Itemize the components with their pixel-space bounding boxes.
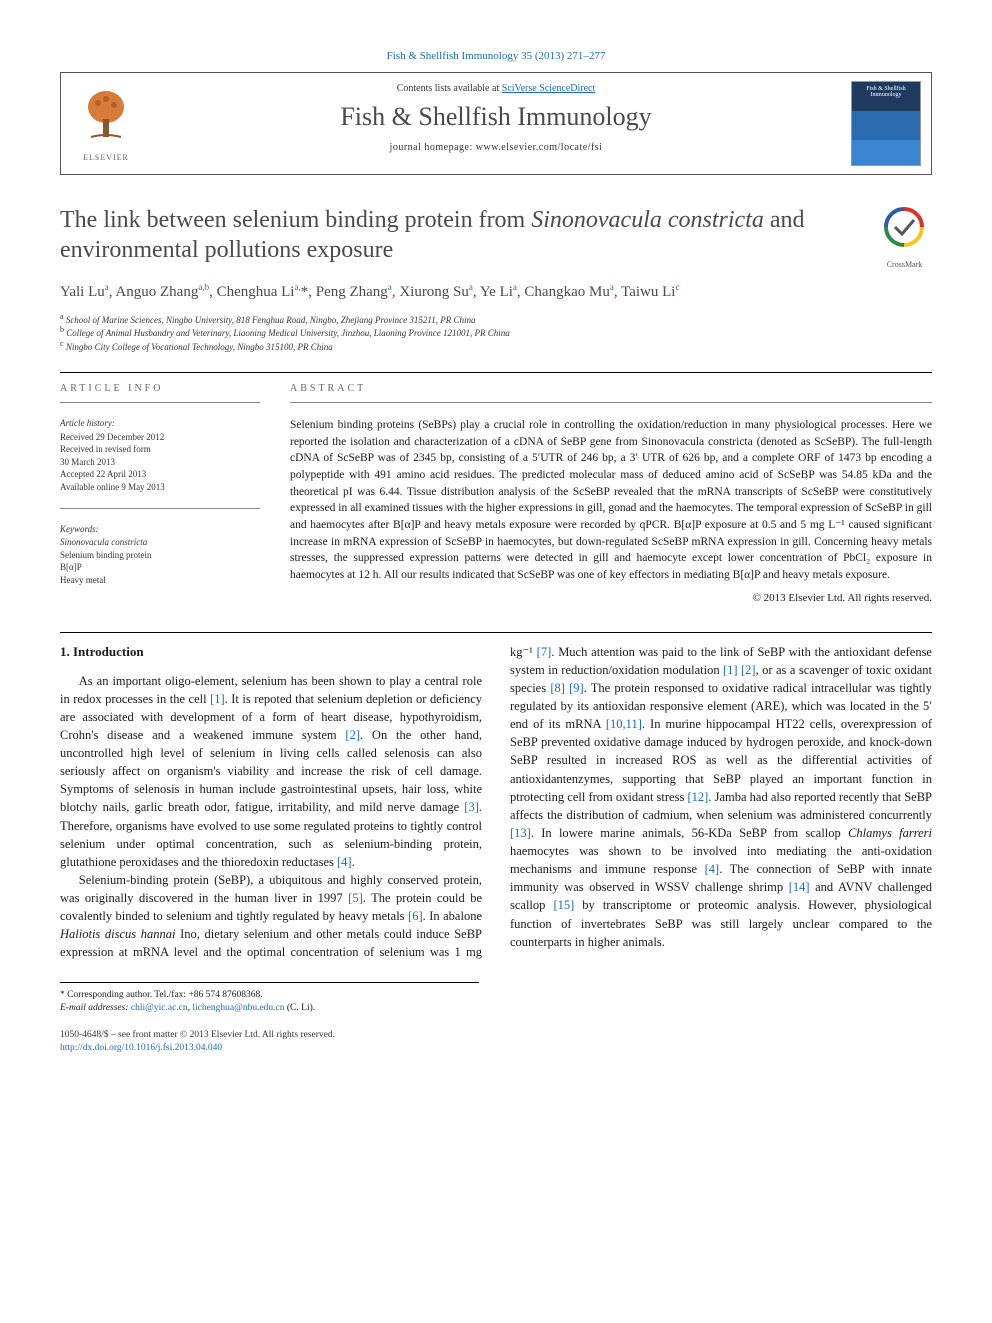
homepage-url[interactable]: www.elsevier.com/locate/fsi xyxy=(476,142,603,153)
journal-cover-box: Fish & Shellfish Immunology xyxy=(841,73,931,174)
divider xyxy=(290,402,932,403)
sciencedirect-link[interactable]: SciVerse ScienceDirect xyxy=(502,83,596,94)
email-line: E-mail addresses: chli@yic.ac.cn, lichen… xyxy=(60,1002,479,1015)
crossmark-badge[interactable]: CrossMark xyxy=(877,205,932,269)
elsevier-label: ELSEVIER xyxy=(76,153,136,162)
affiliation-a: a School of Marine Sciences, Ningbo Univ… xyxy=(60,314,932,328)
email-suffix: (C. Li). xyxy=(285,1003,316,1013)
divider xyxy=(60,402,260,403)
keywords-block: Keywords: Sinonovacula constricta Seleni… xyxy=(60,523,260,587)
journal-header: ELSEVIER Contents lists available at Sci… xyxy=(60,72,932,175)
crossmark-label: CrossMark xyxy=(877,260,932,269)
history-line: Received in revised form xyxy=(60,443,260,456)
corresponding-author: * Corresponding author. Tel./fax: +86 57… xyxy=(60,989,479,1002)
history-line: Available online 9 May 2013 xyxy=(60,481,260,494)
divider xyxy=(60,632,932,633)
abstract-text: Selenium binding proteins (SeBPs) play a… xyxy=(290,417,932,584)
journal-homepage: journal homepage: www.elsevier.com/locat… xyxy=(151,142,841,153)
article-title: The link between selenium binding protei… xyxy=(60,205,857,265)
article-info-label: ARTICLE INFO xyxy=(60,383,260,394)
divider xyxy=(60,508,260,509)
issn-line: 1050-4648/$ – see front matter © 2013 El… xyxy=(60,1029,932,1042)
history-line: Accepted 22 April 2013 xyxy=(60,468,260,481)
affiliations: a School of Marine Sciences, Ningbo Univ… xyxy=(60,314,932,355)
article-history: Article history: Received 29 December 20… xyxy=(60,417,260,494)
citation-line[interactable]: Fish & Shellfish Immunology 35 (2013) 27… xyxy=(60,50,932,62)
keyword: Heavy metal xyxy=(60,574,260,587)
body-text: 1. Introduction As an important oligo-el… xyxy=(60,643,932,962)
email-link[interactable]: chli@yic.ac.cn xyxy=(131,1003,188,1013)
affiliation-b: b College of Animal Husbandry and Veteri… xyxy=(60,327,932,341)
email-label: E-mail addresses: xyxy=(60,1003,129,1013)
affiliation-c: c Ningbo City College of Vocational Tech… xyxy=(60,341,932,355)
homepage-prefix: journal homepage: xyxy=(390,142,476,153)
copyright-line: © 2013 Elsevier Ltd. All rights reserved… xyxy=(290,592,932,604)
crossmark-icon xyxy=(877,205,932,260)
contents-prefix: Contents lists available at xyxy=(397,83,502,94)
keyword: Sinonovacula constricta xyxy=(60,536,260,549)
section-heading: 1. Introduction xyxy=(60,643,482,662)
history-line: 30 March 2013 xyxy=(60,456,260,469)
divider xyxy=(60,372,932,373)
keyword: B[α]P xyxy=(60,561,260,574)
email-link[interactable]: lichenghua@nbu.edu.cn xyxy=(192,1003,284,1013)
doi-link[interactable]: http://dx.doi.org/10.1016/j.fsi.2013.04.… xyxy=(60,1043,222,1053)
history-line: Received 29 December 2012 xyxy=(60,431,260,444)
journal-cover-icon: Fish & Shellfish Immunology xyxy=(851,81,921,166)
contents-line: Contents lists available at SciVerse Sci… xyxy=(151,83,841,94)
page-footer: 1050-4648/$ – see front matter © 2013 El… xyxy=(60,1029,932,1056)
keywords-header: Keywords: xyxy=(60,523,260,536)
author-list: Yali Lua, Anguo Zhanga,b, Chenghua Lia,*… xyxy=(60,281,932,304)
elsevier-tree-icon xyxy=(76,85,136,145)
journal-name: Fish & Shellfish Immunology xyxy=(151,102,841,132)
cover-text: Fish & Shellfish Immunology xyxy=(852,82,920,98)
abstract-label: ABSTRACT xyxy=(290,383,932,394)
body-paragraph: As an important oligo-element, selenium … xyxy=(60,672,482,871)
publisher-logo-box: ELSEVIER xyxy=(61,73,151,174)
history-header: Article history: xyxy=(60,417,260,430)
footnotes: * Corresponding author. Tel./fax: +86 57… xyxy=(60,982,479,1016)
keyword: Selenium binding protein xyxy=(60,549,260,562)
